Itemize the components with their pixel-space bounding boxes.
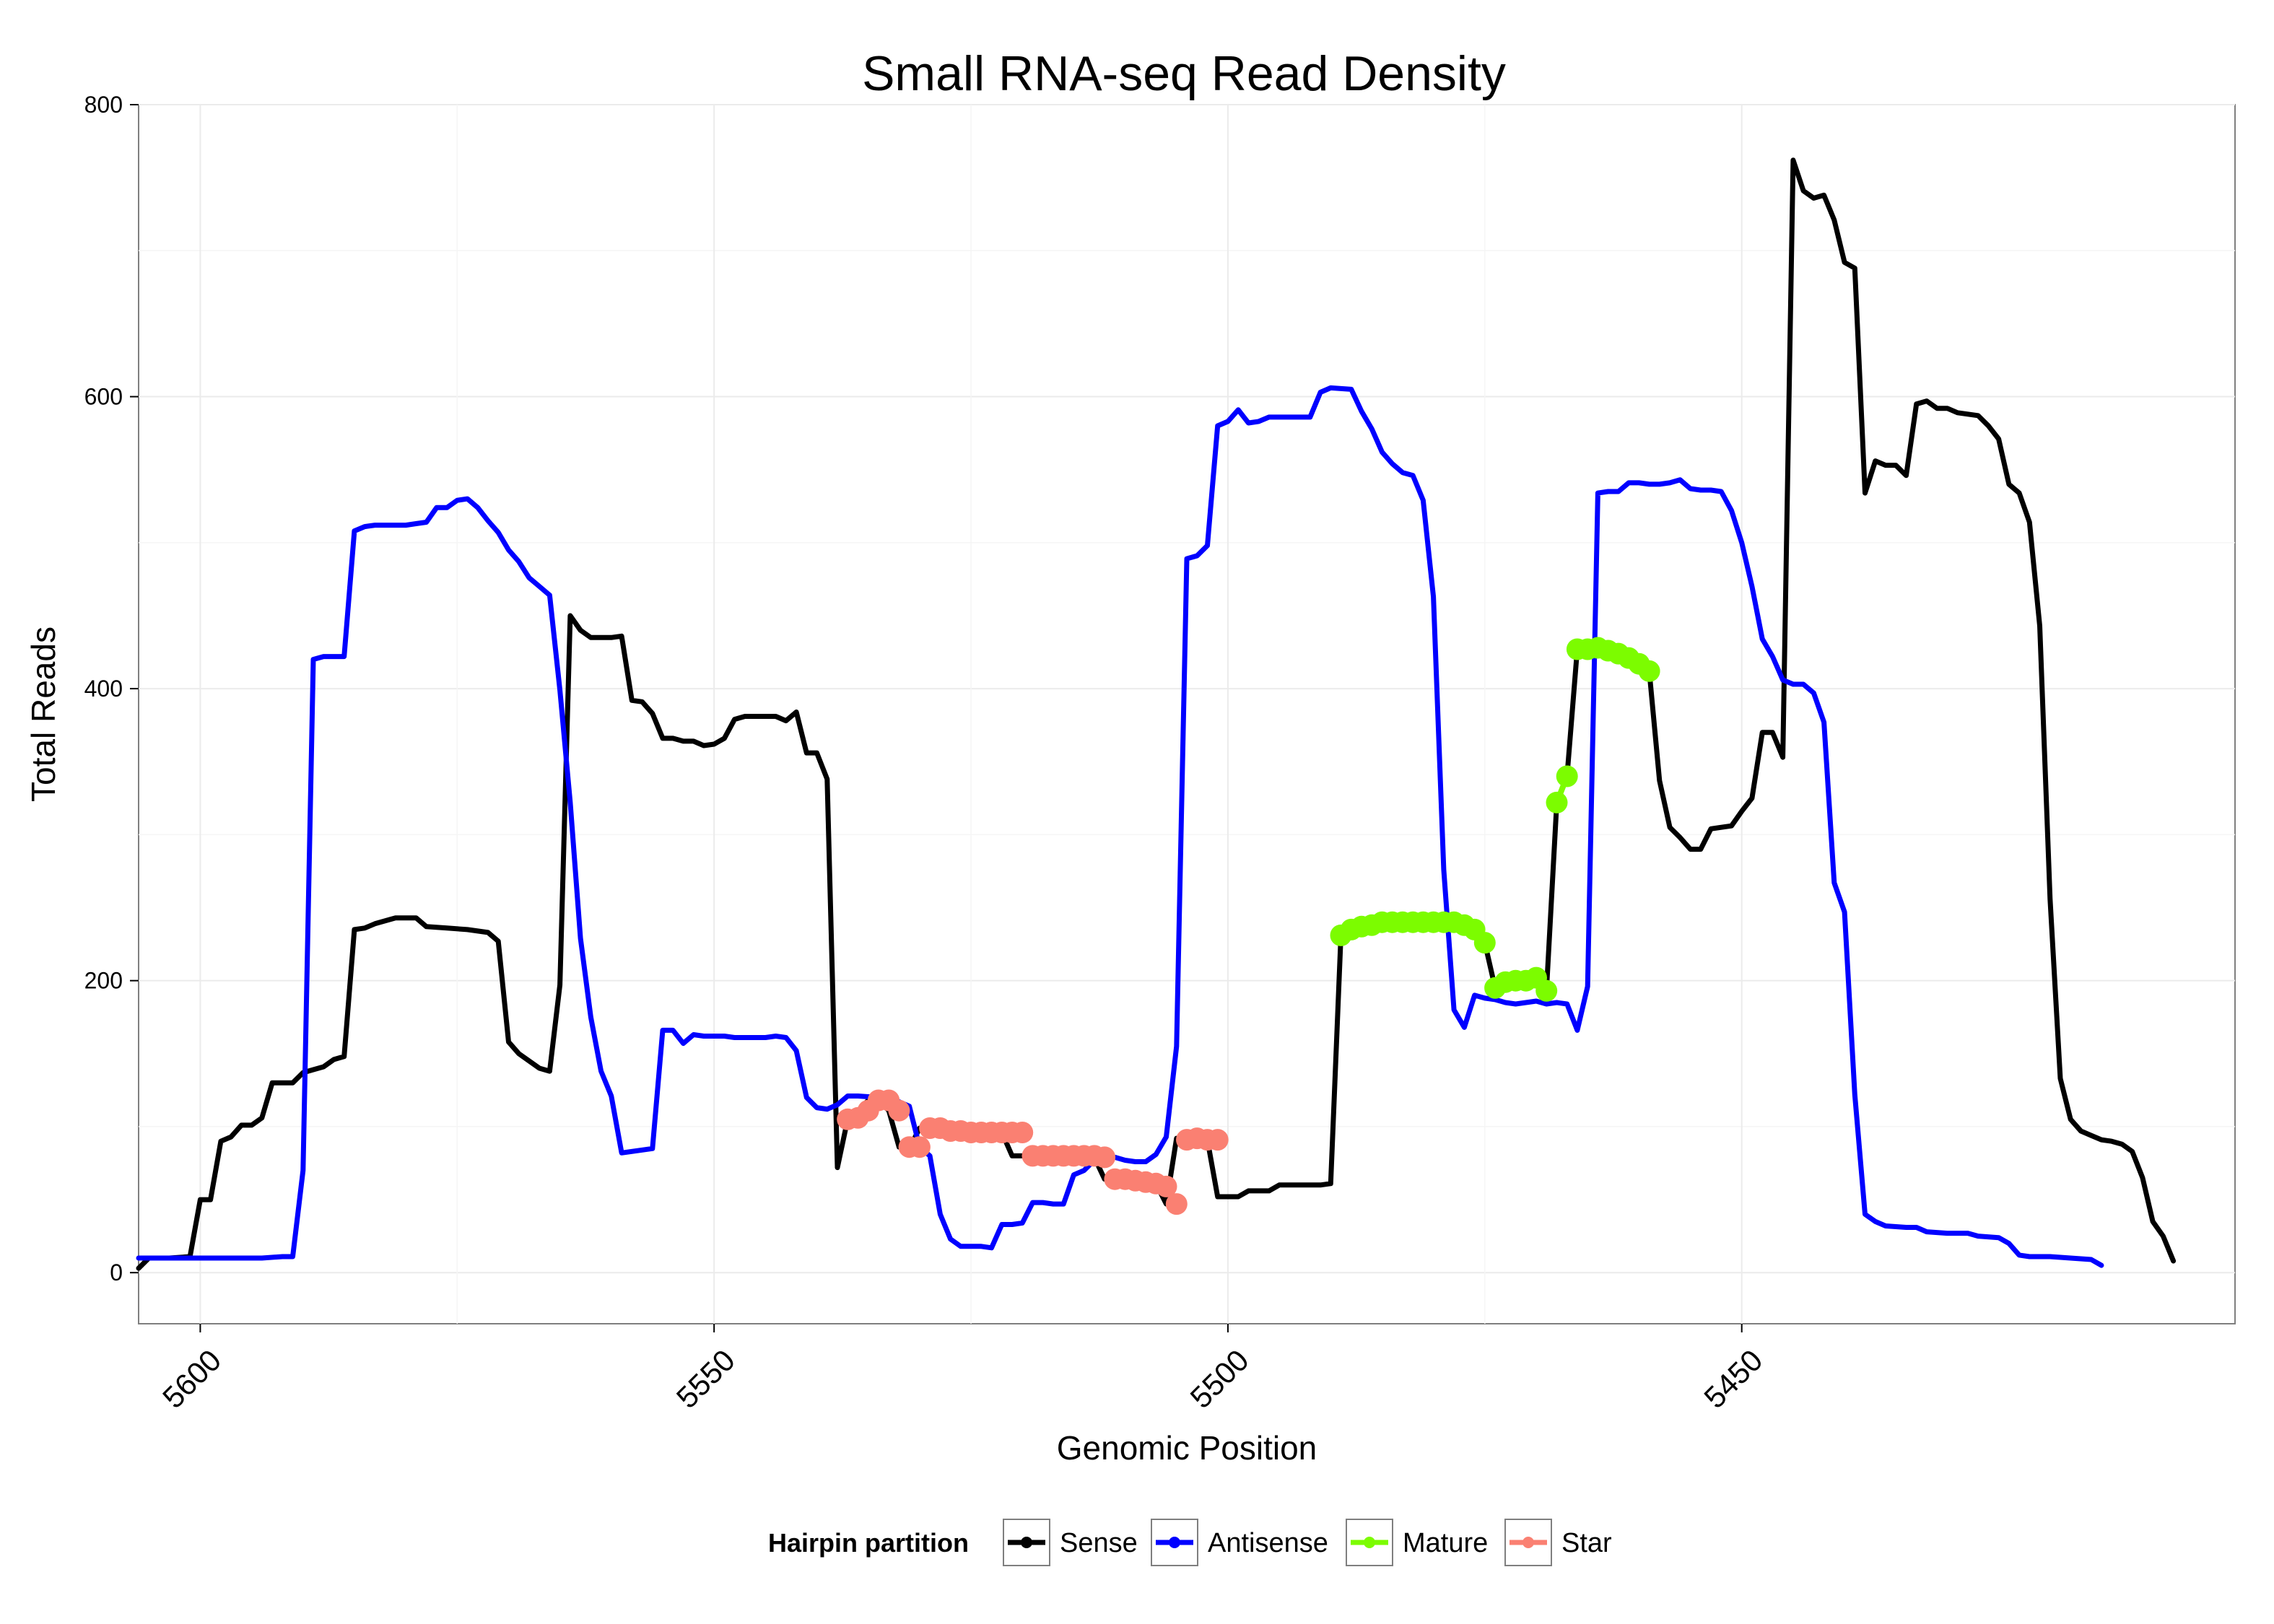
mature-point (1473, 932, 1496, 954)
legend-label-antisense: Antisense (1208, 1528, 1328, 1558)
mature-point (1638, 660, 1660, 682)
series-antisense (136, 385, 2104, 1268)
mature-point (1556, 765, 1578, 787)
legend-item-star: Star (1504, 1519, 1612, 1566)
star-point (908, 1136, 931, 1158)
legend-item-antisense: Antisense (1151, 1519, 1328, 1566)
legend-item-sense: Sense (1003, 1519, 1138, 1566)
legend-label-mature: Mature (1403, 1528, 1488, 1558)
legend: Hairpin partition Sense Antisense Mature St… (768, 1519, 1612, 1566)
x-tick-label: 5600 (156, 1343, 227, 1415)
x-axis: 5600 5550 5500 5450 (156, 1324, 1769, 1415)
legend-label-star: Star (1561, 1528, 1612, 1558)
legend-item-mature: Mature (1346, 1519, 1488, 1566)
x-tick-label: 5450 (1697, 1343, 1769, 1415)
y-axis: 0 200 400 600 800 (84, 92, 139, 1285)
star-point (1094, 1146, 1116, 1169)
y-tick-label: 800 (84, 92, 123, 118)
y-axis-label: Total Reads (25, 627, 62, 802)
series-mature (1330, 637, 1660, 1002)
legend-key-point (1021, 1537, 1032, 1548)
star-point (1155, 1175, 1177, 1197)
series-star (837, 1089, 1229, 1215)
plot-panel (138, 104, 2236, 1324)
star-point (888, 1099, 910, 1122)
x-tick-label: 5550 (670, 1343, 741, 1415)
x-axis-label: Genomic Position (1057, 1429, 1317, 1467)
mature-point (1535, 979, 1558, 1002)
y-tick-label: 200 (84, 968, 123, 994)
mature-point (1546, 791, 1568, 813)
star-point (1011, 1122, 1034, 1143)
y-tick-label: 0 (110, 1260, 123, 1285)
legend-key-point (1364, 1537, 1375, 1548)
gridlines (139, 104, 2235, 1324)
legend-label-sense: Sense (1060, 1528, 1138, 1558)
y-tick-label: 400 (84, 676, 123, 702)
legend-key-point (1169, 1537, 1180, 1548)
legend-key-point (1522, 1537, 1534, 1548)
legend-title: Hairpin partition (768, 1528, 969, 1558)
chart-title: Small RNA-seq Read Density (862, 46, 1506, 101)
x-tick-label: 5500 (1184, 1343, 1255, 1415)
star-point (1206, 1129, 1229, 1151)
star-point (1165, 1193, 1188, 1215)
antisense-line (136, 385, 2104, 1268)
series-layer (136, 157, 2177, 1271)
y-tick-label: 600 (84, 384, 123, 410)
